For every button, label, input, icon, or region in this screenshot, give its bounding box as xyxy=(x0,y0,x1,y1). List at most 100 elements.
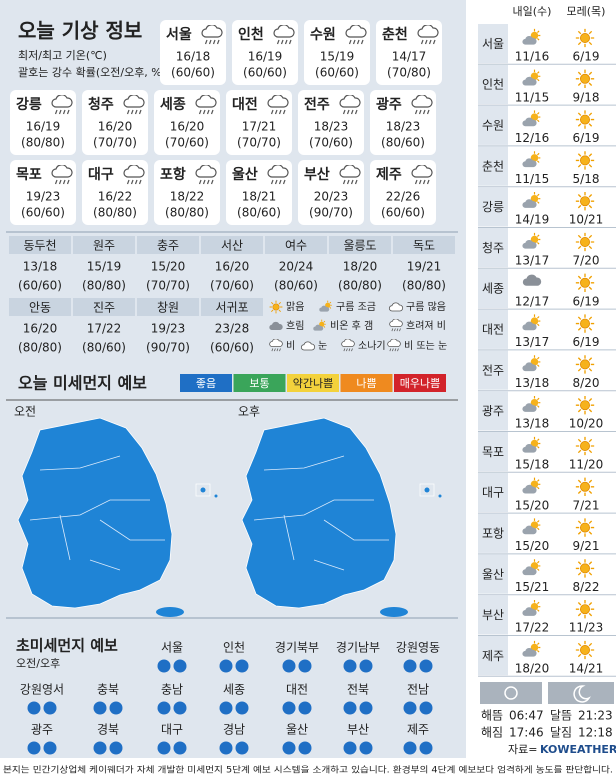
icon xyxy=(575,436,595,456)
city-temp: 16/19 xyxy=(248,50,283,64)
level-label: 좋음 xyxy=(196,377,216,390)
city-name: 청주 xyxy=(88,97,114,113)
city-temp: 18/21 xyxy=(242,190,277,204)
city-rain: (80/80) xyxy=(21,136,65,150)
city-rain: (60/60) xyxy=(210,341,254,355)
temp: 15/20 xyxy=(515,498,550,512)
temp: 9/18 xyxy=(573,90,600,104)
dust-dot xyxy=(219,741,233,755)
sun-icon xyxy=(504,686,518,700)
temp: 14/19 xyxy=(515,213,550,227)
row-name-cell xyxy=(478,105,508,145)
dust-dot xyxy=(219,659,233,673)
icon xyxy=(575,109,595,130)
city-name-band xyxy=(73,236,135,254)
temp: 13/18 xyxy=(515,417,550,431)
icon xyxy=(575,476,595,497)
level-box xyxy=(233,374,286,392)
level-label: 약간나쁨 xyxy=(293,376,333,390)
sunmoon-label: 해짐 xyxy=(481,726,503,740)
dust-dot xyxy=(27,741,41,755)
temp: 12/17 xyxy=(515,294,550,308)
moon-icon xyxy=(573,685,591,703)
dust-dot xyxy=(235,701,249,715)
city-name: 울산 xyxy=(232,166,258,183)
dust-dot xyxy=(157,741,171,755)
dust-dot xyxy=(419,701,433,715)
legend-label: 흐림 xyxy=(286,320,304,332)
city-temp: 16/20 xyxy=(98,120,133,134)
temp: 5/18 xyxy=(573,172,600,186)
legend-label: 비온 후 갬 xyxy=(330,320,373,332)
sunmoon-time: 17:46 xyxy=(509,726,544,740)
title: 오늘 기상 정보 xyxy=(18,19,142,43)
dust-dot xyxy=(235,741,249,755)
city-temp: 17/22 xyxy=(87,322,122,336)
map-label: 오전 xyxy=(14,405,36,419)
dust-dot xyxy=(343,659,357,673)
legend-label: 비 xyxy=(286,340,295,352)
dust-dot xyxy=(343,701,357,715)
dust-map xyxy=(17,417,218,617)
city-rain: (60/60) xyxy=(381,206,425,220)
city-rain: (80/80) xyxy=(402,279,446,293)
col-header: 모레(목) xyxy=(567,5,606,18)
region-name: 부산 xyxy=(347,723,369,737)
sunmoon-time: 21:23 xyxy=(578,709,613,723)
city-name: 수원 xyxy=(482,119,504,133)
city-name: 원주 xyxy=(93,239,115,253)
city-temp: 20/23 xyxy=(314,190,349,204)
sunmoon-label: 달짐 xyxy=(550,726,572,740)
city-rain: (90/70) xyxy=(309,206,353,220)
temp: 14/21 xyxy=(569,662,604,676)
icon xyxy=(575,558,595,579)
dust-dot xyxy=(173,701,187,715)
city-rain: (70/70) xyxy=(146,279,190,293)
dust-dot xyxy=(27,701,41,715)
temp: 11/16 xyxy=(515,50,550,64)
city-name: 강릉 xyxy=(16,96,42,113)
region-name: 전북 xyxy=(347,683,369,697)
city-name-band xyxy=(393,236,455,254)
row-name-cell xyxy=(478,513,508,553)
city-name: 울릉도 xyxy=(343,239,376,253)
city-temp: 16/19 xyxy=(26,120,61,134)
city-name: 여수 xyxy=(285,239,307,253)
city-name-band xyxy=(137,236,199,254)
city-rain: (70/70) xyxy=(93,136,137,150)
city-name: 세종 xyxy=(482,282,504,296)
source-brand: KOWEATHER xyxy=(540,743,616,756)
dust-dot xyxy=(359,701,373,715)
city-rain: (90/70) xyxy=(146,341,190,355)
city-rain: (60/60) xyxy=(21,206,65,220)
dust-dot xyxy=(173,741,187,755)
city-name: 안동 xyxy=(29,301,51,315)
city-temp: 15/20 xyxy=(151,260,186,274)
region-name: 경북 xyxy=(97,723,119,737)
dust-dot xyxy=(403,701,417,715)
city-temp: 18/23 xyxy=(314,120,349,134)
level-label: 나쁨 xyxy=(356,377,376,390)
dust-dot xyxy=(282,741,296,755)
icon xyxy=(575,150,595,171)
sunmoon-box xyxy=(480,682,542,704)
legend-label: 구름 조금 xyxy=(336,301,376,313)
dust-dot xyxy=(109,741,123,755)
temp: 11/15 xyxy=(515,90,550,104)
city-rain: (80/80) xyxy=(338,279,382,293)
region-name: 강원영서 xyxy=(20,683,64,697)
icon xyxy=(575,191,595,212)
icon xyxy=(575,68,595,89)
dust-dot xyxy=(219,701,233,715)
legend-label: 구름 많음 xyxy=(406,301,446,313)
city-name: 포항 xyxy=(482,527,504,541)
temp: 6/19 xyxy=(573,131,600,145)
temp: 15/21 xyxy=(515,580,550,594)
city-name: 대구 xyxy=(88,167,114,183)
row-name-cell xyxy=(478,391,508,431)
legend-label: 맑음 xyxy=(286,301,304,313)
city-name: 세종 xyxy=(160,97,186,113)
dust-dot xyxy=(43,741,57,755)
city-temp: 17/21 xyxy=(242,120,277,134)
